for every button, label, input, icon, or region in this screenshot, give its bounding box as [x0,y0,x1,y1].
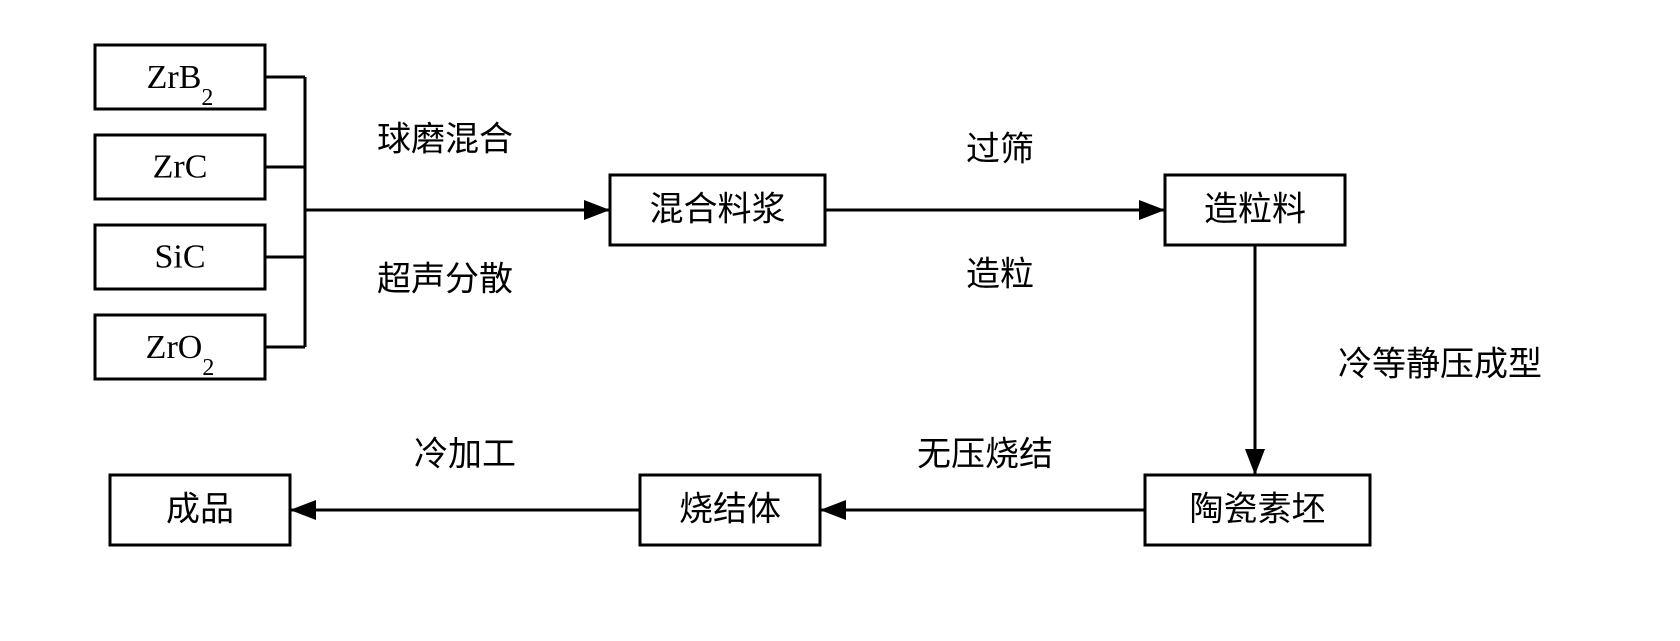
edge-mix_to_gran-label-1: 造粒 [966,256,1034,294]
edge-gran_to_green-label-0: 冷等静压成型 [1338,346,1542,384]
node-sinter: 烧结体 [640,475,820,545]
node-input3-label: SiC [154,239,205,276]
node-input1: ZrB2 [95,45,265,111]
edge-sinter_to_prod-label-0: 冷加工 [414,436,516,474]
edge-green_to_sinter: 无压烧结 [820,436,1145,511]
node-input3: SiC [95,225,265,289]
edge-green_to_sinter-label-0: 无压烧结 [917,436,1053,474]
node-input2-label: ZrC [153,149,208,186]
edge-sinter_to_prod: 冷加工 [290,436,640,511]
edge-bus_to_mix: 球磨混合超声分散 [305,121,610,299]
node-mix: 混合料浆 [610,175,825,245]
node-green-label: 陶瓷素坯 [1190,491,1326,529]
node-gran: 造粒料 [1165,175,1345,245]
node-prod: 成品 [110,475,290,545]
node-prod-label: 成品 [166,491,234,529]
node-mix-label: 混合料浆 [650,191,786,229]
edge-mix_to_gran-label-0: 过筛 [966,131,1034,169]
node-input4: ZrO2 [95,315,265,381]
edge-bus_to_mix-label-0: 球磨混合 [377,121,513,159]
edge-bus_to_mix-label-1: 超声分散 [377,261,513,299]
node-input2: ZrC [95,135,265,199]
node-green: 陶瓷素坯 [1145,475,1370,545]
edge-mix_to_gran: 过筛造粒 [825,131,1165,294]
node-sinter-label: 烧结体 [679,491,781,529]
edge-gran_to_green: 冷等静压成型 [1255,245,1542,475]
node-gran-label: 造粒料 [1204,191,1306,229]
